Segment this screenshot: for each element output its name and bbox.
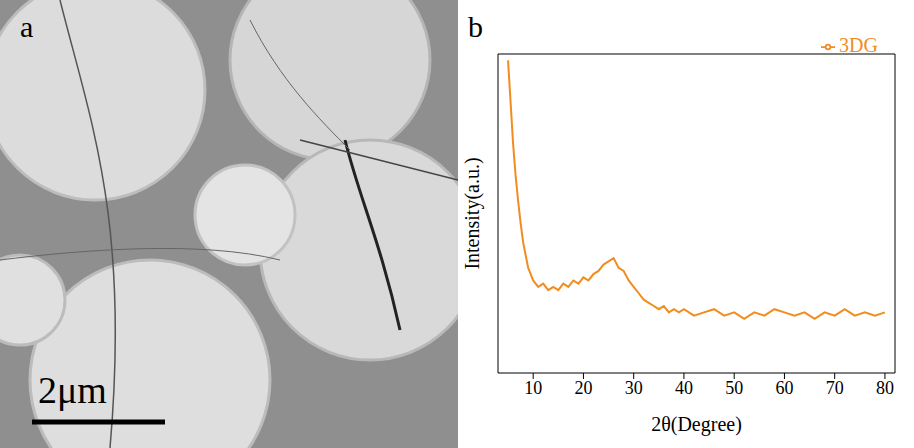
- svg-text:50: 50: [725, 378, 743, 398]
- svg-text:80: 80: [876, 378, 894, 398]
- svg-text:2θ(Degree): 2θ(Degree): [651, 413, 742, 436]
- svg-text:20: 20: [574, 378, 592, 398]
- html-text:2μm: 2μm: [38, 369, 107, 411]
- svg-text:60: 60: [775, 378, 793, 398]
- svg-text:30: 30: [625, 378, 643, 398]
- svg-text:40: 40: [675, 378, 693, 398]
- svg-text:70: 70: [826, 378, 844, 398]
- html-text:a: a: [20, 10, 34, 43]
- svg-text:10: 10: [524, 378, 542, 398]
- html-text:3DG: 3DG: [839, 34, 878, 56]
- html-text:b: b: [468, 10, 483, 43]
- svg-text:Intensity(a.u.): Intensity(a.u.): [461, 157, 484, 269]
